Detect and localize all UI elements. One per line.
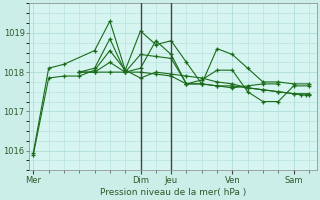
X-axis label: Pression niveau de la mer( hPa ): Pression niveau de la mer( hPa ) [100,188,246,197]
